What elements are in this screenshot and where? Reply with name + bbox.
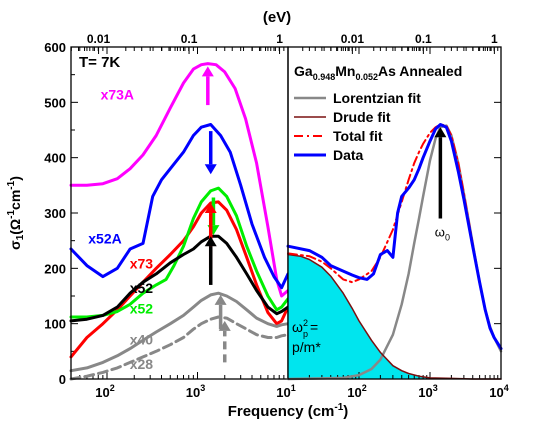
drude-fill-area: [288, 254, 501, 379]
left-y-tick-label: 200: [44, 261, 66, 276]
left-y-tick-label: 500: [44, 95, 66, 110]
ylabel-sup1: -1: [6, 210, 17, 219]
legend-label: Drude fit: [333, 109, 391, 125]
x-axis-label: Frequency (cm-1): [228, 402, 349, 420]
ylabel-end: ): [7, 176, 23, 181]
legend-label: Total fit: [333, 128, 383, 144]
xlabel-end: ): [343, 403, 348, 420]
right-panel-title: Ga0.948Mn0.052As Annealed: [294, 63, 462, 82]
ylabel-main: σ: [7, 240, 23, 250]
left-curve-label: x52A: [88, 230, 121, 246]
left-ev-tick-label: 0.1: [181, 32, 198, 46]
left-curve-label: x52: [130, 301, 154, 317]
right-series-drude-fit: [287, 253, 502, 380]
left-curve-label: x73A: [101, 87, 134, 103]
xlabel-sup: -1: [334, 402, 343, 413]
omega0-arrow-head: [434, 127, 447, 138]
left-y-tick-label: 0: [59, 372, 66, 387]
left-curve-label: x73: [130, 255, 154, 271]
left-arrow-head: [204, 236, 217, 247]
left-curve-label: x28: [130, 356, 154, 372]
temperature-annotation: T= 7K: [79, 54, 120, 71]
left-curve-label: x40: [130, 332, 154, 348]
drude-label-line2: p/m*: [292, 339, 321, 355]
y-axis-label: σ1(Ω-1cm-1): [6, 176, 26, 250]
top-axis-label: (eV): [263, 9, 291, 26]
left-arrow-head: [214, 294, 227, 305]
left-series-x52a: [69, 123, 290, 290]
left-y-tick-label: 300: [44, 206, 66, 221]
left-arrow-head: [204, 203, 217, 214]
left-arrow-head: [201, 66, 214, 77]
right-frame: [287, 46, 502, 380]
right-ev-tick-label: 0.01: [341, 32, 365, 46]
omega0-label: ω0: [435, 225, 450, 243]
ylabel-mid: (Ω: [7, 219, 23, 235]
right-ev-tick-label: 0.1: [415, 32, 432, 46]
left-y-tick-label: 100: [44, 317, 66, 332]
right-ev-tick-label: 1: [491, 32, 498, 46]
left-curve-label: x52: [130, 280, 154, 296]
right-x-tick-label: 103: [418, 383, 437, 400]
left-series-x40: [69, 291, 290, 373]
left-arrow-head: [218, 320, 231, 331]
left-series-x52: [69, 234, 290, 323]
right-x-tick-label: 101: [276, 383, 295, 400]
left-series-x28: [69, 315, 290, 381]
ylabel-mid2: cm: [7, 190, 23, 210]
left-arrow-head: [204, 164, 217, 175]
drude-label-line1: ω2 p =: [292, 318, 318, 339]
left-y-tick-label: 600: [44, 40, 66, 55]
left-ev-tick-label: 1: [276, 32, 283, 46]
right-x-tick-label: 104: [489, 383, 508, 400]
legend-label: Lorentzian fit: [333, 90, 421, 106]
xlabel-main: Frequency (cm: [228, 403, 335, 420]
right-panel: 0.01 0.1 1 101 102 103 104 ω0 ω2 p =p/m* Ga0.948Mn0…: [276, 32, 508, 400]
ylabel-sub: 1: [15, 234, 26, 240]
left-y-tick-label: 400: [44, 151, 66, 166]
left-series-x52: [69, 186, 290, 319]
left-x-tick-label: 102: [95, 383, 114, 400]
legend-label: Data: [333, 147, 364, 163]
right-x-tick-label: 102: [347, 383, 366, 400]
left-panel: 0 100 200 300 400 500 600 0.01 0.1 1 102 103 x73A x52…: [44, 32, 290, 400]
left-ev-tick-label: 0.01: [87, 32, 111, 46]
ylabel-sup2: -1: [6, 180, 17, 189]
left-series-x73a: [69, 62, 290, 298]
right-series-data: [286, 123, 503, 351]
left-x-tick-label: 103: [186, 383, 205, 400]
